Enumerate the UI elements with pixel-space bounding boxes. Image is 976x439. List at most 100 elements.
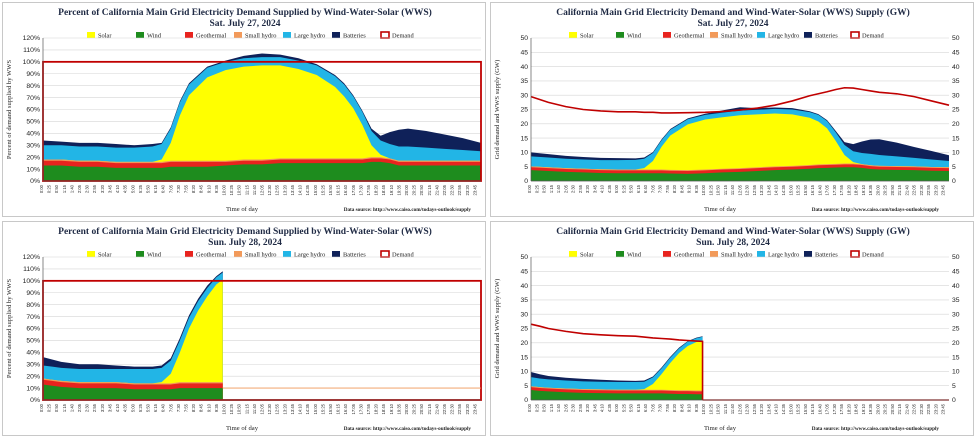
x-tick-label: 22:30: [450, 184, 455, 195]
x-tick-label: 0:50: [54, 184, 59, 193]
legend-label: Solar: [580, 252, 594, 259]
x-tick-label: 14:10: [774, 403, 779, 414]
x-tick-label: 2:05: [563, 184, 568, 193]
x-tick-label: 12:30: [267, 184, 272, 195]
chart-svg: Percent of California Main Grid Electric…: [6, 226, 482, 432]
x-tick-label: 5:00: [614, 184, 619, 193]
legend-entry-wind: Wind: [616, 32, 642, 40]
x-tick-label: 14:35: [781, 403, 786, 414]
x-tick-label: 11:40: [252, 403, 257, 414]
x-tick-label: 20:00: [404, 403, 409, 414]
x-tick-label: 20:25: [883, 184, 888, 195]
x-axis-label: Time of day: [226, 425, 259, 432]
x-tick-label: 10:25: [229, 403, 234, 414]
x-tick-label: 12:30: [745, 403, 750, 414]
y-tick-label: 10%: [26, 166, 40, 173]
legend-swatch: [136, 251, 144, 257]
area-solar: [43, 279, 223, 400]
y-tick-label: 100%: [23, 278, 40, 285]
legend-label: Large hydro: [768, 33, 799, 40]
x-tick-label: 12:30: [267, 403, 272, 414]
y-tick-label: 45: [520, 269, 528, 276]
chart-subtitle: Sun. July 28, 2024: [696, 238, 770, 248]
legend-entry-solar: Solar: [569, 32, 594, 40]
y-tick-label: 120%: [23, 254, 40, 261]
x-tick-label: 17:30: [832, 184, 837, 195]
legend-swatch: [283, 251, 291, 257]
y-tick-label: 60%: [26, 107, 40, 114]
x-tick-label: 16:15: [810, 184, 815, 195]
area-wind: [531, 389, 703, 400]
x-tick-label: 22:05: [912, 403, 917, 414]
y2-tick-label: 0: [952, 397, 956, 404]
chart-svg: Percent of California Main Grid Electric…: [6, 7, 482, 213]
x-tick-label: 19:35: [868, 403, 873, 414]
x-tick-label: 1:40: [69, 184, 74, 193]
legend-label: Small hydro: [721, 252, 752, 259]
x-tick-label: 2:05: [563, 403, 568, 412]
y2-tick-label: 40: [952, 64, 960, 71]
legend-swatch: [87, 32, 95, 38]
x-tick-label: 15:25: [796, 403, 801, 414]
y-tick-label: 35: [520, 297, 528, 304]
x-tick-label: 21:40: [434, 184, 439, 195]
x-tick-label: 4:10: [115, 403, 120, 412]
y-axis-label: Grid demand and WWS supply (GW): [494, 279, 501, 379]
x-tick-label: 14:35: [305, 403, 310, 414]
legend-label: Geothermal: [674, 252, 704, 259]
x-tick-label: 19:10: [389, 403, 394, 414]
x-tick-label: 17:55: [366, 184, 371, 195]
x-tick-label: 7:05: [650, 403, 655, 412]
y-tick-label: 80%: [26, 302, 40, 309]
y2-tick-label: 15: [952, 135, 960, 142]
x-tick-label: 19:35: [396, 403, 401, 414]
x-tick-label: 3:45: [107, 403, 112, 412]
x-tick-label: 10:00: [701, 403, 706, 414]
x-tick-label: 4:10: [115, 184, 120, 193]
y2-tick-label: 10: [952, 369, 960, 376]
x-tick-label: 3:45: [107, 184, 112, 193]
x-tick-label: 17:55: [839, 184, 844, 195]
x-tick-label: 22:05: [912, 184, 917, 195]
legend-swatch: [332, 251, 340, 257]
legend-swatch: [616, 251, 624, 257]
x-tick-label: 1:40: [556, 403, 561, 412]
x-tick-label: 18:20: [374, 184, 379, 195]
chart-title: California Main Grid Electricity Demand …: [556, 226, 910, 237]
x-tick-label: 15:50: [328, 403, 333, 414]
x-tick-label: 0:25: [534, 184, 539, 193]
x-tick-label: 18:45: [381, 184, 386, 195]
legend-entry-wind: Wind: [616, 251, 642, 259]
x-tick-label: 20:25: [883, 403, 888, 414]
legend-swatch: [185, 251, 193, 257]
legend-label: Small hydro: [245, 252, 276, 259]
x-tick-label: 18:20: [846, 403, 851, 414]
x-axis-label: Time of day: [704, 206, 737, 213]
x-tick-label: 22:55: [926, 184, 931, 195]
chart-subtitle: Sat. July 27, 2024: [698, 19, 769, 29]
x-tick-label: 0:00: [527, 184, 532, 193]
x-tick-label: 15:00: [313, 184, 318, 195]
x-tick-label: 21:15: [427, 184, 432, 195]
area-wind: [43, 384, 223, 400]
legend-swatch: [569, 251, 577, 257]
x-tick-label: 16:40: [817, 403, 822, 414]
x-tick-label: 5:50: [629, 184, 634, 193]
y-tick-label: 50%: [26, 338, 40, 345]
legend-swatch: [710, 32, 718, 38]
x-tick-label: 13:45: [290, 403, 295, 414]
x-tick-label: 8:45: [199, 403, 204, 412]
legend-swatch: [663, 32, 671, 38]
x-tick-label: 14:35: [781, 184, 786, 195]
y2-tick-label: 20: [952, 340, 960, 347]
x-tick-label: 9:10: [206, 184, 211, 193]
legend-entry-large_hydro: Large hydro: [757, 251, 799, 259]
chart-svg: California Main Grid Electricity Demand …: [494, 7, 960, 213]
x-tick-label: 17:30: [832, 403, 837, 414]
x-tick-label: 5:50: [145, 403, 150, 412]
y-tick-label: 20%: [26, 154, 40, 161]
demand-line: [530, 323, 704, 400]
legend-label: Demand: [862, 33, 884, 40]
x-tick-label: 21:15: [897, 184, 902, 195]
x-tick-label: 20:50: [890, 184, 895, 195]
